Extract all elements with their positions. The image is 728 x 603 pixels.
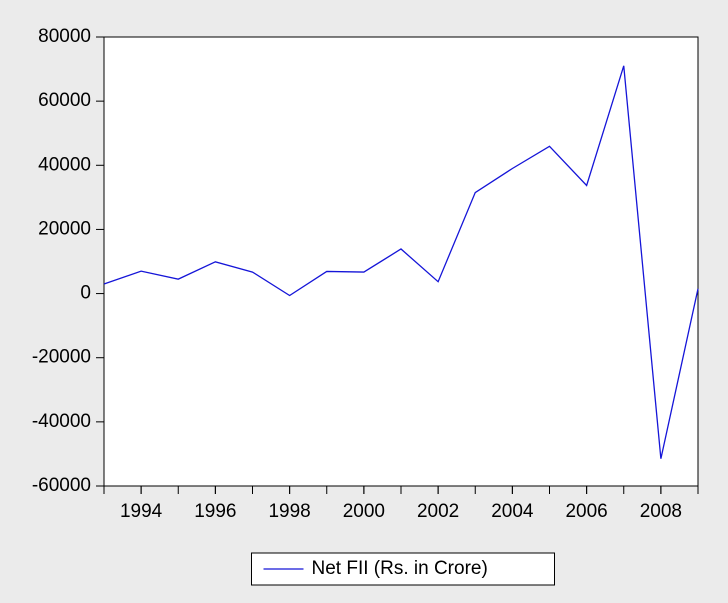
plot-area [103,36,699,487]
x-tick-label: 1996 [194,501,236,522]
y-tick-label: 80000 [38,26,91,47]
x-tick-label: 2004 [491,501,534,522]
x-tick-label: 2008 [640,501,682,522]
y-tick-label: 40000 [38,154,91,175]
x-tick-label: 1994 [120,501,163,522]
x-tick-label: 1998 [268,501,310,522]
x-tick-label: 2006 [565,501,607,522]
y-tick-label: 0 [80,283,91,304]
x-tick-label: 2000 [343,501,385,522]
y-tick-label: 60000 [38,90,91,111]
y-tick-label: -40000 [32,411,91,432]
y-tick-label: -60000 [32,475,91,496]
y-tick-label: -20000 [32,347,91,368]
y-tick-label: 20000 [38,218,91,239]
series-line [103,65,699,459]
legend-label: Net FII (Rs. in Crore) [312,558,488,579]
x-tick-label: 2002 [417,501,459,522]
